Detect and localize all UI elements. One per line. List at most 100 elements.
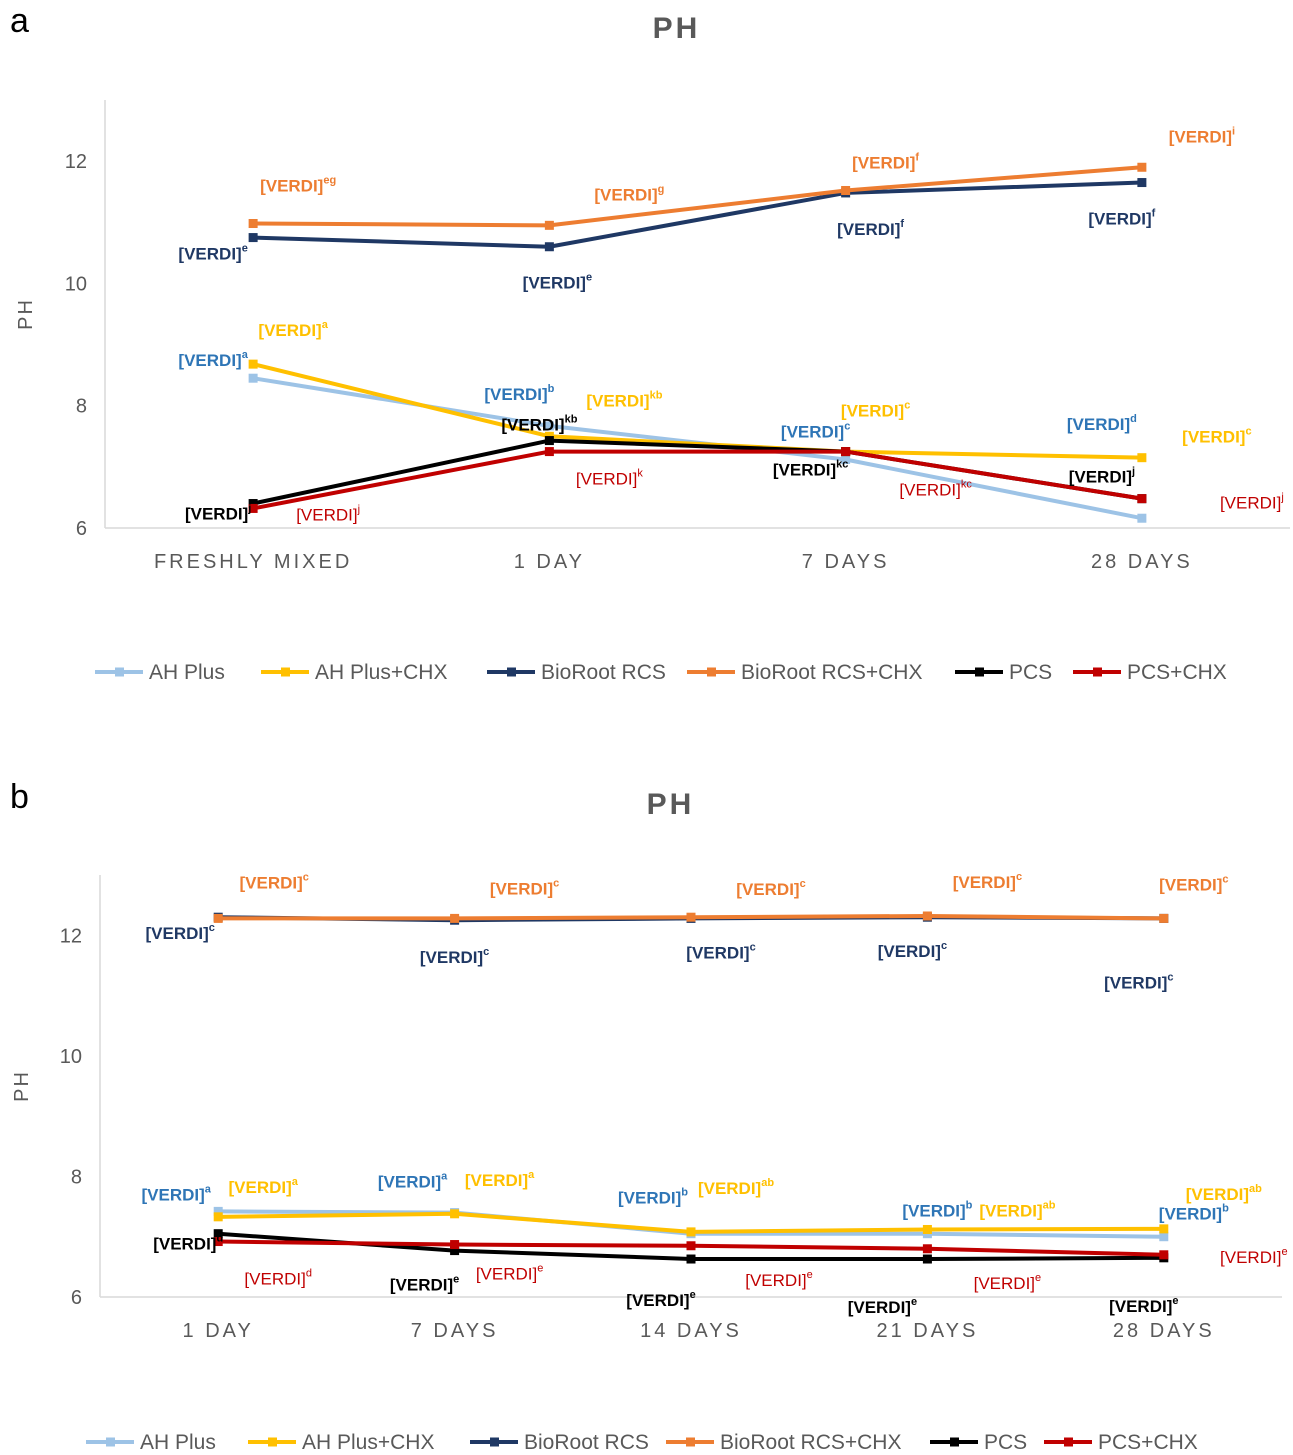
data-point-ah-plus — [1159, 1232, 1169, 1242]
data-point-pcs — [922, 1254, 932, 1264]
y-tick-label: 6 — [71, 1287, 82, 1309]
data-label-bioroot-rcs: [VERDI]e — [178, 243, 247, 264]
data-label-bioroot-rcs: [VERDI]f — [837, 218, 904, 239]
chart-panel-a: a PH PH 6 8 10 12 FRESHLY MIXED 1 DAY 7 DAYS 28 D… — [10, 2, 1290, 684]
series-line-ah-plus-chx — [252, 362, 1142, 460]
data-label-pcs-chx: [VERDI]e — [745, 1269, 813, 1290]
data-point-pcs-chx — [213, 1237, 223, 1247]
x-tick-label: FRESHLY MIXED — [154, 551, 352, 573]
data-point-ah-plus-chx — [450, 1209, 460, 1219]
series-line-bioroot-rcs — [253, 180, 1142, 249]
data-point-bioroot-rcs-chx — [922, 911, 932, 921]
legend-swatch-marker — [281, 667, 290, 677]
legend-swatch-marker — [975, 667, 984, 677]
data-point-bioroot-rcs — [544, 242, 554, 252]
legend-label: BioRoot RCS — [524, 1431, 649, 1454]
data-label-pcs-chx: [VERDI]e — [476, 1263, 544, 1284]
legend-label: BioRoot RCS+CHX — [720, 1431, 901, 1454]
data-label-pcs: [VERDI]e — [390, 1274, 459, 1295]
series-line-pcs-chx — [252, 449, 1143, 511]
data-label-pcs-chx: [VERDI]d — [244, 1268, 312, 1289]
data-label-bioroot-rcs: [VERDI]c — [686, 941, 755, 962]
data-point-pcs-chx — [248, 503, 258, 513]
legend-item-ah-plus-chx: AH Plus+CHX — [248, 1431, 434, 1454]
data-label-pcs: [VERDI]d — [153, 1233, 223, 1254]
legend-label: BioRoot RCS+CHX — [741, 661, 922, 684]
data-point-pcs — [686, 1254, 696, 1264]
data-point-pcs-chx — [544, 447, 554, 457]
data-label-ah-plus: [VERDI]b — [902, 1200, 972, 1221]
legend-swatch-marker — [707, 667, 716, 677]
data-label-ah-plus-chx: [VERDI]a — [465, 1169, 535, 1190]
data-label-ah-plus: [VERDI]d — [1067, 413, 1137, 434]
data-label-ah-plus: [VERDI]c — [781, 421, 850, 442]
data-label-bioroot-rcs-chx: [VERDI]c — [239, 871, 308, 892]
data-label-ah-plus-chx: [VERDI]ab — [698, 1177, 774, 1198]
series-line-ah-plus — [252, 376, 1143, 521]
chart-title: PH — [647, 788, 695, 821]
data-point-pcs-chx — [841, 447, 851, 457]
data-point-pcs — [544, 436, 554, 446]
legend-item-pcs: PCS — [930, 1431, 1027, 1454]
data-label-bioroot-rcs: [VERDI]c — [1104, 971, 1173, 992]
data-point-bioroot-rcs — [248, 233, 258, 243]
y-tick-label: 8 — [71, 1166, 82, 1188]
data-point-ah-plus-chx — [248, 359, 258, 369]
data-point-ah-plus-chx — [1159, 1224, 1169, 1234]
legend-label: PCS — [984, 1431, 1027, 1454]
y-axis-title: PH — [15, 298, 37, 330]
x-tick-label: 7 DAYS — [411, 1320, 499, 1342]
line-chart-b: PH PH 6 8 10 12 1 DAY 7 DAYS 14 DAYS 21 DAYS 28 DA… — [11, 788, 1288, 1454]
legend-item-pcs-chx: PCS+CHX — [1044, 1431, 1198, 1454]
data-label-ah-plus-chx: [VERDI]kb — [586, 389, 662, 410]
data-point-bioroot-rcs-chx — [248, 219, 258, 229]
data-label-pcs: [VERDI]j — [1069, 466, 1135, 487]
panel-letter: a — [10, 2, 29, 40]
chart-title: PH — [653, 12, 701, 45]
legend-label: BioRoot RCS — [541, 661, 666, 684]
y-axis-title: PH — [11, 1070, 33, 1102]
panel-letter: b — [10, 778, 29, 816]
legend-swatch-marker — [106, 1437, 115, 1447]
data-label-pcs-chx: [VERDI]e — [974, 1272, 1042, 1293]
legend-item-bioroot-rcs: BioRoot RCS — [487, 661, 666, 684]
data-point-ah-plus — [1137, 513, 1147, 523]
data-point-pcs — [213, 1229, 223, 1239]
legend-item-bioroot-rcs: BioRoot RCS — [470, 1431, 649, 1454]
y-tick-label: 10 — [65, 273, 87, 295]
legend-label: AH Plus+CHX — [302, 1431, 434, 1454]
data-point-ah-plus — [248, 373, 258, 383]
data-label-bioroot-rcs: [VERDI]c — [878, 940, 947, 961]
y-tick-label: 12 — [60, 925, 82, 947]
data-label-ah-plus-chx: [VERDI]a — [228, 1176, 298, 1197]
data-label-ah-plus: [VERDI]b — [484, 383, 554, 404]
data-label-bioroot-rcs-chx: [VERDI]f — [852, 151, 919, 172]
data-label-ah-plus-chx: [VERDI]ab — [979, 1199, 1055, 1220]
legend-item-pcs-chx: PCS+CHX — [1073, 661, 1227, 684]
legend-swatch-marker — [1093, 667, 1102, 677]
data-point-ah-plus — [544, 421, 554, 431]
line-chart-a: PH PH 6 8 10 12 FRESHLY MIXED 1 DAY 7 DAYS 28 DAY… — [15, 12, 1290, 684]
legend-swatch-marker — [950, 1437, 959, 1447]
data-label-pcs-chx: [VERDI]j — [296, 503, 360, 524]
data-label-bioroot-rcs-chx: [VERDI]c — [953, 871, 1022, 892]
data-label-bioroot-rcs-chx: [VERDI]g — [594, 183, 664, 204]
data-point-ah-plus-chx — [686, 1227, 696, 1237]
legend-item-ah-plus: AH Plus — [95, 661, 225, 684]
data-point-bioroot-rcs-chx — [1137, 162, 1147, 172]
data-point-ah-plus — [213, 1206, 223, 1216]
data-label-bioroot-rcs-chx: [VERDI]c — [490, 877, 559, 898]
x-tick-label: 21 DAYS — [877, 1320, 979, 1342]
chart-panel-b: b PH PH 6 8 10 12 1 DAY 7 DAYS 14 DAYS 21 DAYS 28 … — [0, 728, 1293, 1455]
legend-item-ah-plus-chx: AH Plus+CHX — [261, 661, 447, 684]
data-label-pcs: [VERDI]e — [848, 1296, 917, 1317]
data-label-bioroot-rcs-chx: [VERDI]c — [736, 878, 805, 899]
x-tick-label: 28 DAYS — [1091, 551, 1193, 573]
x-tick-label: 14 DAYS — [640, 1320, 742, 1342]
legend-swatch-marker — [1064, 1437, 1073, 1447]
data-label-pcs: [VERDI]e — [1109, 1295, 1178, 1316]
data-point-pcs-chx — [450, 1240, 460, 1250]
data-label-ah-plus-chx: [VERDI]ab — [1186, 1183, 1262, 1204]
data-point-pcs-chx — [686, 1241, 696, 1251]
data-point-bioroot-rcs-chx — [544, 220, 554, 230]
